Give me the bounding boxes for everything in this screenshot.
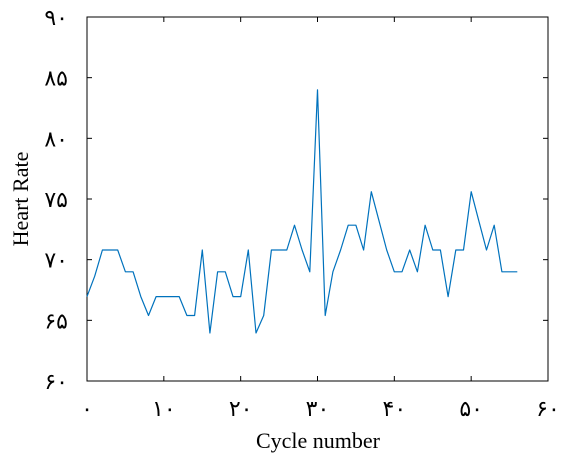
heart-rate-series-line xyxy=(86,89,518,334)
x-tick-label: ٣٠ xyxy=(306,397,330,422)
axis-ticks xyxy=(86,16,549,382)
y-tick-label: ۶٠ xyxy=(44,370,68,395)
y-axis-label: Heart Rate xyxy=(8,152,33,247)
x-tick-label: ۴٠ xyxy=(383,397,407,422)
y-tick-label: ٧۵ xyxy=(44,188,68,213)
x-tick-label: ٢٠ xyxy=(229,397,253,422)
y-tick-label: ٧٠ xyxy=(44,249,68,274)
x-axis-label: Cycle number xyxy=(256,428,381,453)
tick-labels: ٠ ١٠ ٢٠ ٣٠ ۴٠ ۵٠ ۶٠ ۶٠ ۶۵ ٧٠ ٧۵ ٨٠ ٨۵ ٩٠ xyxy=(44,6,559,422)
plot-area-frame xyxy=(86,16,549,382)
x-tick-label: ٠ xyxy=(81,397,93,422)
y-tick-label: ٨٠ xyxy=(44,127,68,152)
y-tick-label: ۶۵ xyxy=(44,309,68,334)
x-tick-label: ۵٠ xyxy=(459,397,483,422)
x-tick-label: ١٠ xyxy=(152,397,176,422)
x-tick-label: ۶٠ xyxy=(536,397,560,422)
y-tick-label: ٩٠ xyxy=(44,6,68,31)
y-tick-label: ٨۵ xyxy=(44,67,68,92)
